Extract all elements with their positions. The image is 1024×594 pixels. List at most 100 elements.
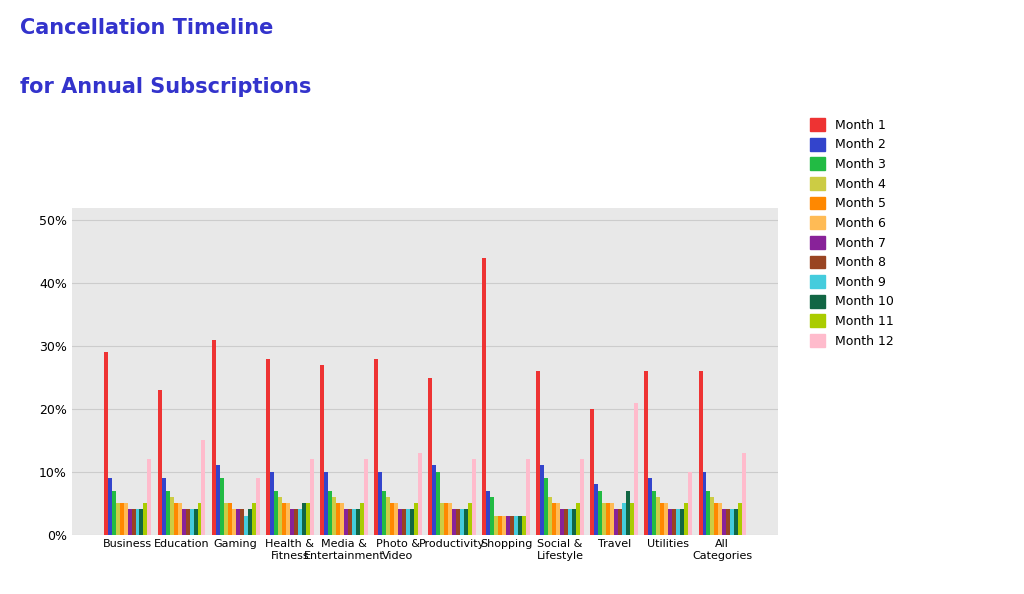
Bar <box>518 516 522 535</box>
Bar <box>398 510 401 535</box>
Bar <box>224 503 227 535</box>
Bar <box>623 503 626 535</box>
Bar <box>715 503 719 535</box>
Bar <box>591 409 594 535</box>
Bar <box>256 478 259 535</box>
Bar <box>490 497 495 535</box>
Bar <box>124 503 128 535</box>
Bar <box>436 472 440 535</box>
Bar <box>143 503 147 535</box>
Bar <box>382 491 386 535</box>
Bar <box>594 484 598 535</box>
Bar <box>495 516 498 535</box>
Bar <box>189 510 194 535</box>
Bar <box>606 503 610 535</box>
Bar <box>364 459 368 535</box>
Bar <box>309 459 313 535</box>
Bar <box>742 453 746 535</box>
Bar <box>332 497 336 535</box>
Bar <box>634 403 638 535</box>
Bar <box>502 516 506 535</box>
Bar <box>252 503 256 535</box>
Bar <box>734 510 738 535</box>
Bar <box>212 340 216 535</box>
Bar <box>548 497 552 535</box>
Bar <box>305 503 309 535</box>
Bar <box>294 510 298 535</box>
Bar <box>112 491 116 535</box>
Text: Cancellation Timeline: Cancellation Timeline <box>20 18 273 38</box>
Bar <box>556 503 560 535</box>
Bar <box>236 510 240 535</box>
Bar <box>702 472 707 535</box>
Bar <box>401 510 406 535</box>
Bar <box>248 510 252 535</box>
Bar <box>328 491 332 535</box>
Bar <box>270 472 274 535</box>
Bar <box>378 472 382 535</box>
Bar <box>537 371 541 535</box>
Bar <box>602 503 606 535</box>
Bar <box>498 516 502 535</box>
Bar <box>452 510 456 535</box>
Bar <box>440 503 444 535</box>
Bar <box>227 503 231 535</box>
Bar <box>598 491 602 535</box>
Bar <box>730 510 734 535</box>
Bar <box>552 503 556 535</box>
Bar <box>336 503 340 535</box>
Bar <box>560 510 564 535</box>
Bar <box>726 510 730 535</box>
Bar <box>286 503 290 535</box>
Bar <box>486 491 490 535</box>
Bar <box>302 503 305 535</box>
Bar <box>580 459 584 535</box>
Bar <box>216 466 220 535</box>
Bar <box>386 497 390 535</box>
Bar <box>568 510 572 535</box>
Bar <box>274 491 278 535</box>
Bar <box>282 503 286 535</box>
Bar <box>278 497 282 535</box>
Bar <box>652 491 656 535</box>
Bar <box>522 516 526 535</box>
Bar <box>340 503 344 535</box>
Bar <box>464 510 468 535</box>
Bar <box>116 503 120 535</box>
Bar <box>194 510 198 535</box>
Bar <box>707 491 711 535</box>
Bar <box>394 503 398 535</box>
Bar <box>672 510 676 535</box>
Bar <box>510 516 514 535</box>
Bar <box>220 478 224 535</box>
Bar <box>321 365 324 535</box>
Bar <box>178 503 181 535</box>
Bar <box>344 510 348 535</box>
Bar <box>541 466 545 535</box>
Bar <box>688 472 692 535</box>
Bar <box>738 503 742 535</box>
Bar <box>630 503 634 535</box>
Bar <box>414 503 418 535</box>
Bar <box>449 503 452 535</box>
Bar <box>135 510 139 535</box>
Bar <box>626 491 630 535</box>
Bar <box>324 472 328 535</box>
Bar <box>545 478 548 535</box>
Bar <box>359 503 364 535</box>
Text: for Annual Subscriptions: for Annual Subscriptions <box>20 77 312 97</box>
Bar <box>468 503 472 535</box>
Bar <box>614 510 618 535</box>
Bar <box>355 510 359 535</box>
Legend: Month 1, Month 2, Month 3, Month 4, Month 5, Month 6, Month 7, Month 8, Month 9,: Month 1, Month 2, Month 3, Month 4, Mont… <box>805 113 899 353</box>
Bar <box>410 510 414 535</box>
Bar <box>482 258 486 535</box>
Bar <box>240 510 244 535</box>
Bar <box>506 516 510 535</box>
Bar <box>298 510 302 535</box>
Bar <box>198 503 202 535</box>
Bar <box>526 459 529 535</box>
Bar <box>719 503 722 535</box>
Bar <box>432 466 436 535</box>
Bar <box>472 459 476 535</box>
